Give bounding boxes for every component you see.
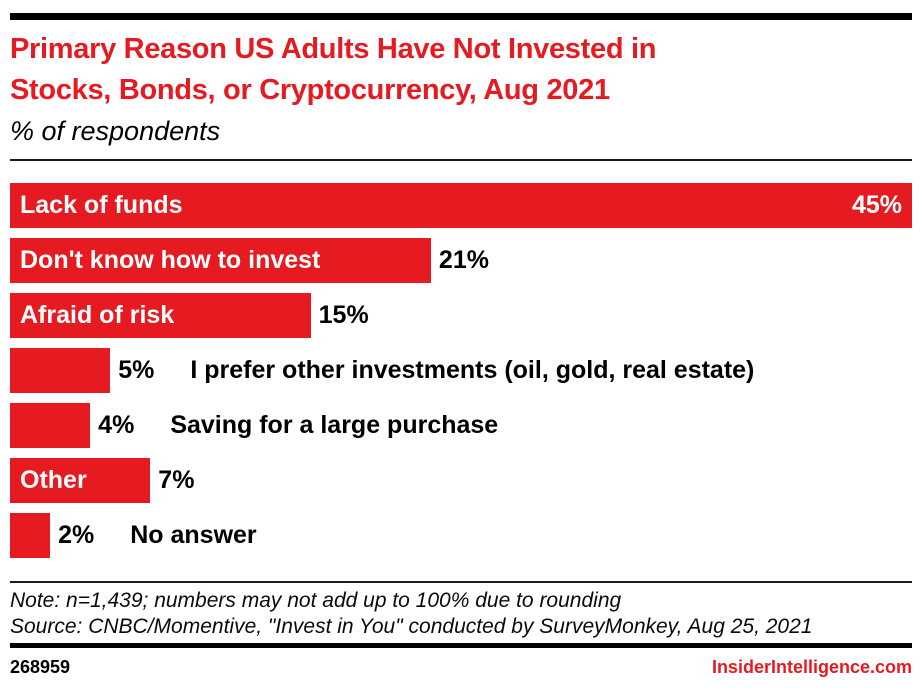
chart-id: 268959: [10, 657, 71, 677]
bar-value-label: 15%: [318, 301, 369, 329]
chart-subtitle: % of respondents: [10, 116, 221, 146]
bar-row: Other 7%: [10, 458, 912, 503]
bar-category-label: I prefer other investments (oil, gold, r…: [190, 356, 755, 384]
bar-row: Afraid of risk 15%: [10, 293, 912, 338]
bar-chart: Lack of funds 45% Don't know how to invest…: [10, 183, 912, 558]
bar-row: Don't know how to invest 21%: [10, 238, 912, 283]
bar-value-label: 4%: [98, 411, 135, 439]
bar: Afraid of risk: [10, 293, 311, 338]
chart-title-line2: Stocks, Bonds, or Cryptocurrency, Aug 20…: [10, 74, 610, 106]
bar-row: Lack of funds 45%: [10, 183, 912, 228]
chart-notes: Note: n=1,439; numbers may not add up to…: [10, 588, 912, 640]
bar-category-label: No answer: [130, 521, 257, 549]
bar-row: 4% Saving for a large purchase: [10, 403, 912, 448]
bar: Lack of funds 45%: [10, 183, 912, 228]
chart-footer: 268959 InsiderIntelligence.com: [10, 657, 912, 678]
bar-value-label: 2%: [58, 521, 95, 549]
bar-category-label: Afraid of risk: [20, 301, 175, 329]
chart-title: Primary Reason US Adults Have Not Invest…: [10, 29, 912, 111]
bar-row: 2% No answer: [10, 513, 912, 558]
bar: [10, 348, 111, 393]
source-line: Source: CNBC/Momentive, "Invest in You" …: [10, 615, 813, 638]
bar-row: 5% I prefer other investments (oil, gold,…: [10, 348, 912, 393]
bar-value-label: 5%: [118, 356, 155, 384]
bar-category-label: Lack of funds: [20, 191, 183, 219]
bar-category-label: Don't know how to invest: [20, 246, 321, 274]
bar: [10, 513, 51, 558]
bar-category-label: Other: [20, 466, 87, 494]
chart-title-line1: Primary Reason US Adults Have Not Invest…: [10, 33, 657, 65]
notes-divider: [10, 581, 912, 583]
bar-value-label: 45%: [851, 191, 902, 219]
top-divider: [10, 13, 912, 20]
header-divider: [10, 159, 912, 161]
bar-value-label: 21%: [438, 246, 489, 274]
insider-intelligence-link: InsiderIntelligence.com: [711, 657, 912, 677]
bar: Don't know how to invest: [10, 238, 431, 283]
note-line: Note: n=1,439; numbers may not add up to…: [10, 589, 622, 612]
bar-value-label: 7%: [158, 466, 195, 494]
bar: [10, 403, 91, 448]
bar-category-label: Saving for a large purchase: [170, 411, 499, 439]
bar: Other: [10, 458, 151, 503]
chart-page: Primary Reason US Adults Have Not Invest…: [0, 13, 922, 678]
footer-divider: [10, 643, 912, 648]
